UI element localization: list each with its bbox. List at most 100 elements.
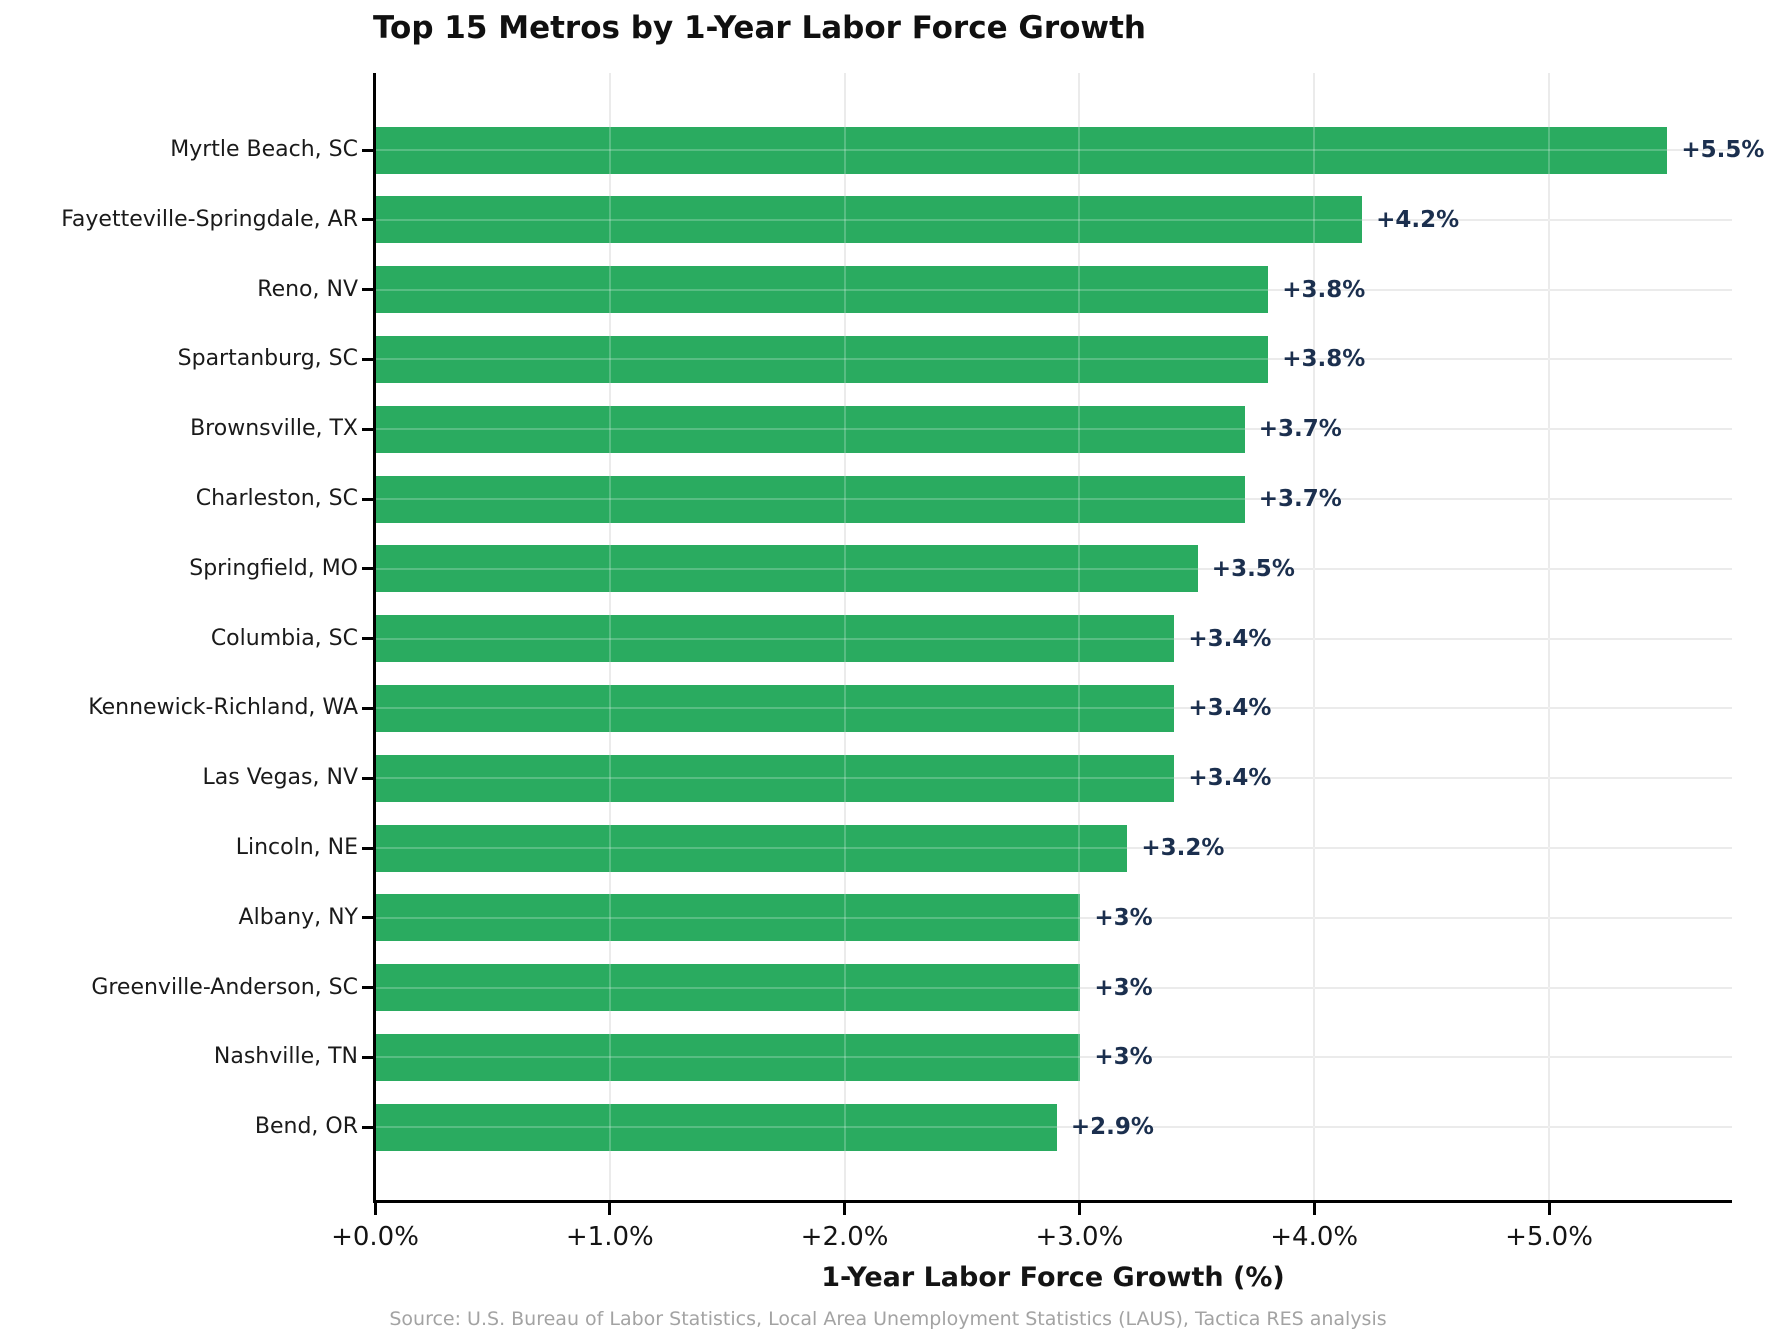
horizontal-gridline-overlay xyxy=(375,777,1732,780)
vertical-gridline-overlay xyxy=(608,73,611,1202)
horizontal-gridline-overlay xyxy=(375,1056,1732,1059)
bar-value-label: +4.2% xyxy=(1376,206,1460,233)
bar-value-label: +2.9% xyxy=(1070,1114,1154,1141)
x-tick-mark xyxy=(373,1203,377,1215)
horizontal-gridline-overlay xyxy=(375,428,1732,431)
category-label: Albany, NY xyxy=(238,904,358,930)
bar-value-label: +3% xyxy=(1094,1044,1153,1071)
bar xyxy=(376,126,1668,174)
category-label: Brownsville, TX xyxy=(190,416,358,442)
x-axis-line xyxy=(373,1200,1732,1203)
vertical-gridline xyxy=(1548,73,1550,1202)
bar-value-label: +3.5% xyxy=(1211,555,1295,582)
bar-value-label: +3.4% xyxy=(1188,695,1272,722)
bar xyxy=(376,196,1363,244)
chart-title: Top 15 Metros by 1-Year Labor Force Grow… xyxy=(373,10,1146,46)
bar xyxy=(376,1033,1081,1081)
x-tick-mark xyxy=(608,1203,612,1215)
x-tick-mark xyxy=(1547,1203,1551,1215)
x-tick-label: +2.0% xyxy=(800,1222,889,1252)
vertical-gridline-overlay xyxy=(1078,73,1081,1202)
category-label: Greenville-Anderson, SC xyxy=(91,974,358,1000)
x-tick-mark xyxy=(1312,1203,1316,1215)
bar xyxy=(376,1103,1057,1151)
bar xyxy=(376,335,1269,383)
x-tick-mark xyxy=(843,1203,847,1215)
y-tick-mark xyxy=(362,288,373,292)
bar-value-label: +3.4% xyxy=(1188,625,1272,652)
x-tick-label: +4.0% xyxy=(1270,1222,1359,1252)
category-label: Las Vegas, NV xyxy=(202,765,358,791)
category-label: Spartanburg, SC xyxy=(177,346,358,372)
horizontal-gridline-overlay xyxy=(375,498,1732,500)
category-label: Nashville, TN xyxy=(213,1044,358,1070)
bar xyxy=(376,405,1245,453)
y-tick-mark xyxy=(362,1055,373,1059)
horizontal-gridline-overlay xyxy=(375,986,1732,989)
bar xyxy=(376,964,1081,1012)
bar xyxy=(376,824,1128,872)
y-tick-mark xyxy=(362,218,373,222)
y-tick-mark xyxy=(362,1125,373,1129)
y-tick-mark xyxy=(362,986,373,990)
category-label: Lincoln, NE xyxy=(235,835,358,860)
category-label: Myrtle Beach, SC xyxy=(170,137,358,162)
bar xyxy=(376,754,1175,802)
bar-value-label: +3.8% xyxy=(1282,276,1366,303)
vertical-gridline-overlay xyxy=(1313,73,1316,1202)
horizontal-gridline-overlay xyxy=(375,358,1732,361)
y-axis-line xyxy=(373,73,376,1203)
x-tick-label: +1.0% xyxy=(565,1222,654,1252)
category-label: Fayetteville-Springdale, AR xyxy=(61,206,358,232)
horizontal-gridline-overlay xyxy=(375,149,1732,151)
y-tick-mark xyxy=(362,637,373,641)
y-tick-mark xyxy=(362,497,373,501)
horizontal-gridline-overlay xyxy=(375,707,1732,710)
bar xyxy=(376,266,1269,314)
x-axis-label: 1-Year Labor Force Growth (%) xyxy=(821,1262,1285,1293)
y-tick-mark xyxy=(362,706,373,710)
x-tick-label: +0.0% xyxy=(331,1222,419,1252)
category-label: Reno, NV xyxy=(257,276,358,302)
bar xyxy=(376,894,1081,942)
bar xyxy=(376,615,1175,663)
y-tick-mark xyxy=(362,148,373,152)
bar xyxy=(376,684,1175,732)
bar-value-label: +3.4% xyxy=(1188,765,1272,792)
source-note: Source: U.S. Bureau of Labor Statistics,… xyxy=(389,1308,1387,1330)
bar-value-label: +3.7% xyxy=(1258,416,1342,443)
horizontal-gridline-overlay xyxy=(375,218,1732,221)
category-label: Charleston, SC xyxy=(195,486,358,511)
bar xyxy=(376,475,1245,523)
bar-value-label: +3% xyxy=(1094,904,1153,931)
bar-value-label: +3% xyxy=(1094,974,1153,1001)
horizontal-gridline-overlay xyxy=(375,288,1732,291)
horizontal-gridline-overlay xyxy=(375,1126,1732,1129)
bar xyxy=(376,545,1198,593)
horizontal-gridline-overlay xyxy=(375,847,1732,849)
category-label: Springfield, MO xyxy=(189,555,358,581)
y-tick-mark xyxy=(362,916,373,920)
category-label: Kennewick-Richland, WA xyxy=(88,695,358,721)
y-tick-mark xyxy=(362,776,373,780)
y-tick-mark xyxy=(362,567,373,571)
bar-value-label: +3.8% xyxy=(1282,346,1366,373)
x-tick-label: +3.0% xyxy=(1035,1222,1124,1252)
y-tick-mark xyxy=(362,427,373,431)
horizontal-gridline-overlay xyxy=(375,637,1732,640)
bar-value-label: +3.2% xyxy=(1141,835,1225,861)
vertical-gridline-overlay xyxy=(843,73,846,1202)
y-tick-mark xyxy=(362,846,373,850)
y-tick-mark xyxy=(362,357,373,361)
bar-value-label: +3.7% xyxy=(1258,486,1342,512)
horizontal-gridline-overlay xyxy=(375,567,1732,570)
vertical-gridline xyxy=(1313,73,1316,1202)
bar-value-label: +5.5% xyxy=(1681,137,1765,163)
x-tick-label: +5.0% xyxy=(1505,1222,1593,1252)
category-label: Columbia, SC xyxy=(210,625,358,651)
category-label: Bend, OR xyxy=(254,1114,358,1140)
vertical-gridline-overlay xyxy=(1548,73,1550,1202)
horizontal-gridline-overlay xyxy=(375,916,1732,919)
